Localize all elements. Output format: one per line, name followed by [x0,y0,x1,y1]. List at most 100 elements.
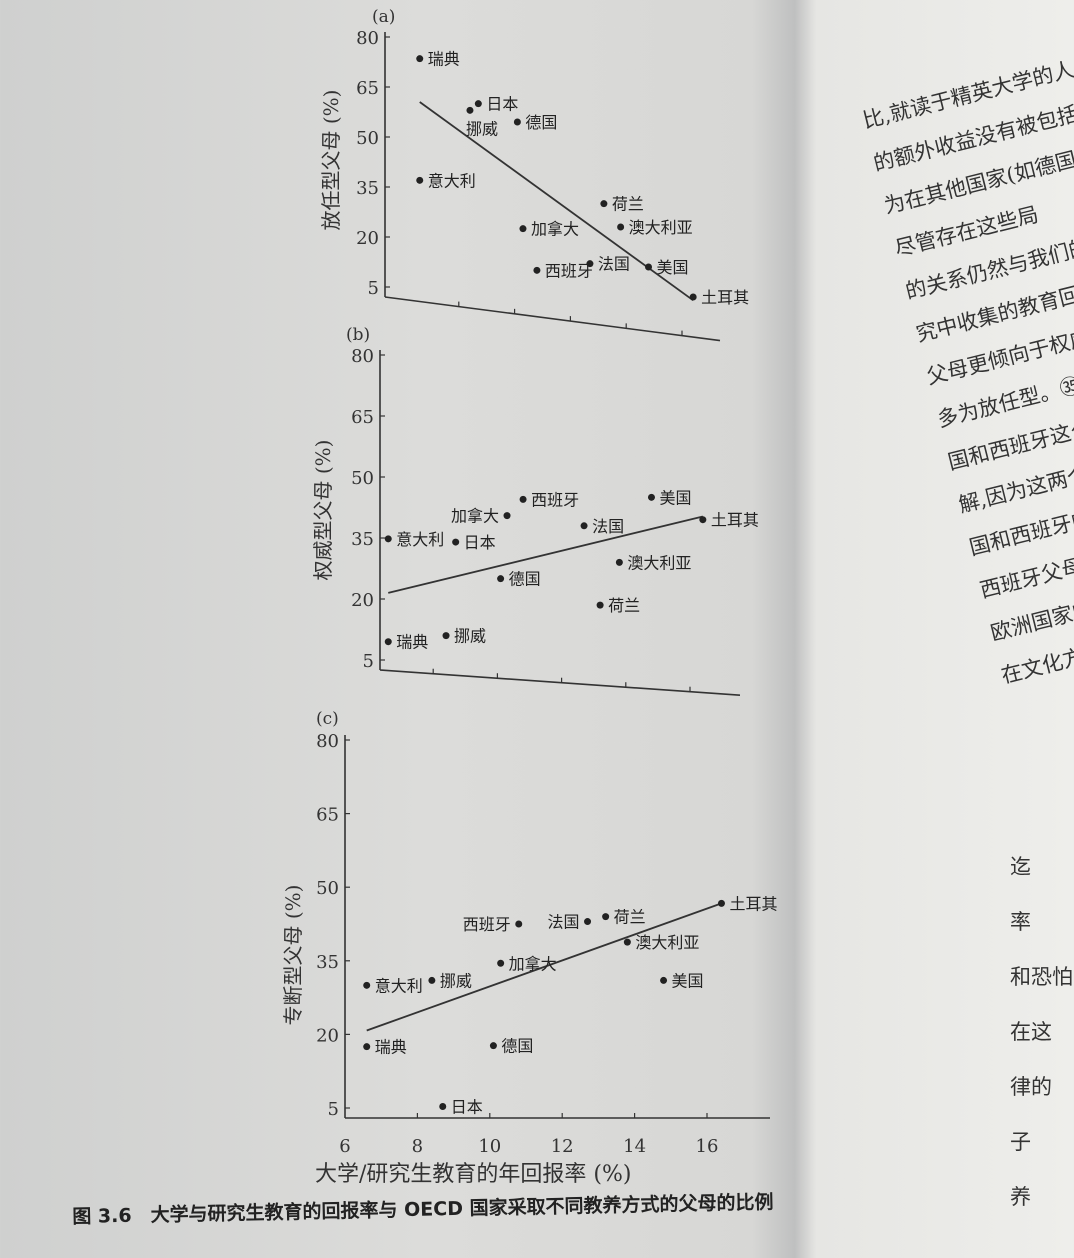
panel-label: (b) [346,325,370,345]
x-tick-label: 8 [412,1136,423,1157]
point-label: 瑞典 [396,633,428,652]
point-label: 荷兰 [614,908,646,927]
point-label: 挪威 [454,627,486,646]
data-point [497,959,505,967]
x-axis [384,296,721,342]
point-label: 意大利 [396,530,444,549]
y-tick-label: 35 [351,529,374,550]
x-axis-label: 大学/研究生教育的年回报率 (%) [315,1162,632,1187]
point-label: 加拿大 [531,220,579,239]
y-tick-label: 80 [356,28,379,49]
point-label: 瑞典 [375,1038,407,1057]
point-label: 德国 [509,570,541,589]
x-tick-label: 14 [623,1136,646,1157]
point-label: 美国 [659,488,691,507]
data-point [699,516,707,524]
point-label: 荷兰 [612,195,644,214]
text-line: 律的 [1010,1075,1052,1099]
point-label: 法国 [598,255,630,274]
point-label: 日本 [486,95,518,114]
y-tick-label: 20 [351,590,374,611]
data-point [442,632,450,640]
y-axis-label: 放任型父母 (%) [319,90,343,231]
y-tick-label: 35 [316,952,339,973]
y-tick-label: 20 [316,1025,339,1046]
y-tick-label: 50 [316,878,339,899]
text-line: 在这 [1010,1020,1052,1044]
point-label: 意大利 [428,171,476,190]
panel-label: (c) [316,709,339,729]
point-label: 德国 [501,1037,533,1056]
point-label: 挪威 [466,119,498,138]
y-tick-label: 5 [368,278,379,299]
text-line: 子 [1010,1130,1031,1154]
data-point [363,981,371,989]
data-point [596,601,604,609]
data-point [602,913,610,921]
y-tick-label: 80 [316,731,339,752]
data-point [489,1042,497,1050]
x-axis [379,669,741,696]
text-line: 养 [1010,1185,1031,1209]
x-tick-label: 12 [551,1136,574,1157]
data-point [586,260,594,268]
point-label: 澳大利亚 [635,933,699,952]
point-label: 德国 [525,113,557,132]
point-label: 土耳其 [711,511,759,530]
data-point [647,493,655,501]
point-label: 土耳其 [729,894,777,913]
point-label: 意大利 [375,976,423,995]
y-tick-label: 5 [328,1099,339,1120]
y-axis-label: 权威型父母 (%) [311,440,335,581]
data-point [439,1103,447,1111]
data-point [584,918,592,926]
data-point [623,938,631,946]
data-point [600,200,608,208]
point-label: 西班牙 [463,915,511,934]
point-label: 瑞典 [428,50,460,69]
right-page-text-lower: 迄率和恐怕在这律的子养 [1010,840,1073,1225]
x-tick-label: 10 [478,1136,501,1157]
data-point [497,575,505,583]
y-tick-label: 65 [316,805,339,826]
data-point [416,55,424,63]
trend-line [388,515,704,594]
point-label: 美国 [672,971,704,990]
data-point [363,1043,371,1051]
data-point [513,118,521,126]
data-point [580,522,588,530]
data-point [660,976,668,984]
trend-line [366,902,722,1032]
point-label: 法国 [548,913,580,932]
data-point [689,293,697,301]
data-point [466,106,474,114]
data-point [617,223,625,231]
point-label: 西班牙 [531,490,579,509]
data-point [428,976,436,984]
data-point [515,920,523,928]
panel-label: (a) [372,7,395,27]
data-point [474,100,482,108]
y-tick-label: 50 [351,468,374,489]
point-label: 加拿大 [509,954,557,973]
data-point [384,638,392,646]
point-label: 荷兰 [608,596,640,615]
data-point [384,535,392,543]
y-tick-label: 65 [351,407,374,428]
data-point [503,512,511,520]
point-label: 挪威 [440,971,472,990]
data-point [615,558,623,566]
y-tick-label: 35 [356,178,379,199]
y-axis-label: 专断型父母 (%) [281,885,305,1026]
y-tick-label: 80 [351,346,374,367]
data-point [717,899,725,907]
y-tick-label: 5 [363,651,374,672]
text-line: 迄 [1010,855,1031,879]
y-tick-label: 20 [356,228,379,249]
text-line: 和恐怕 [1010,965,1073,989]
x-tick-label: 6 [339,1136,350,1157]
y-tick-label: 65 [356,78,379,99]
data-point [519,225,527,233]
text-line: 率 [1010,910,1031,934]
